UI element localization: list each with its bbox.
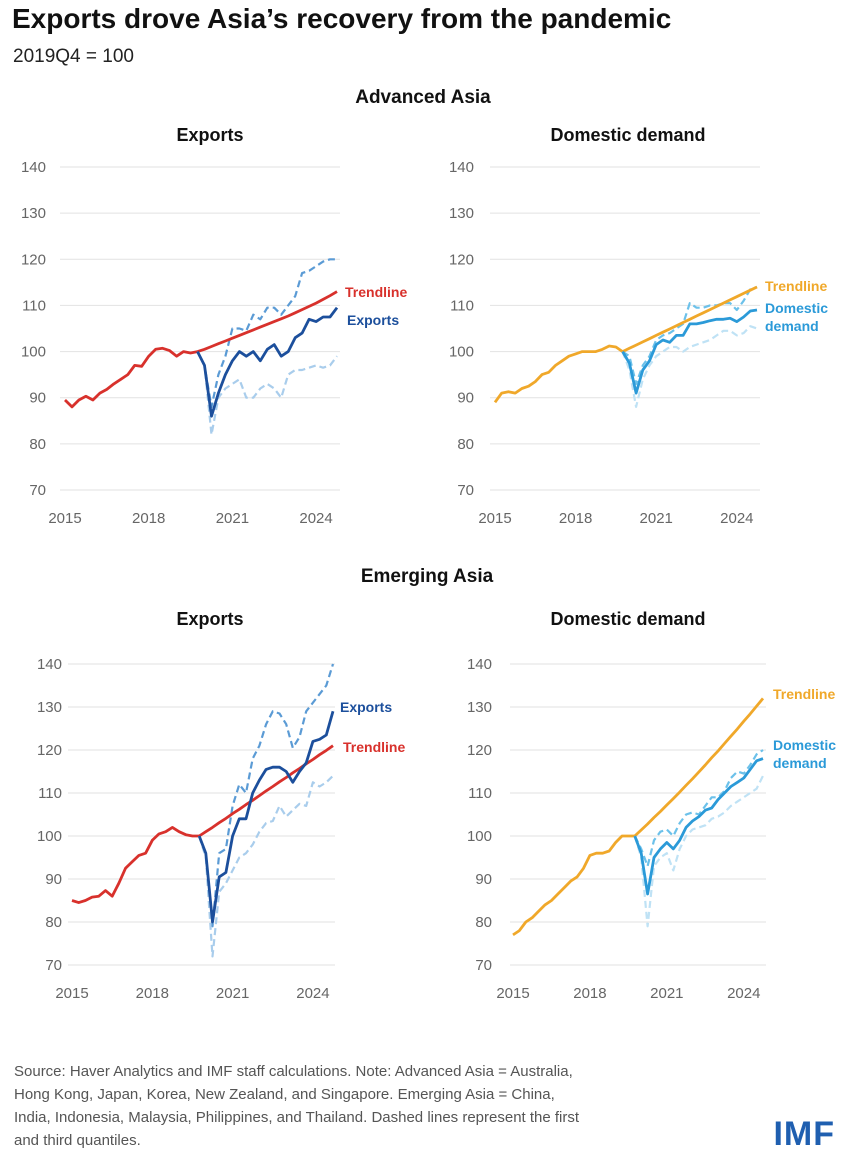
series-line-history — [64, 346, 198, 409]
chart-title: Exports drove Asia’s recovery from the p… — [12, 3, 671, 34]
x-tick-label: 2024 — [727, 985, 760, 1002]
chart-subtitle: 2019Q4 = 100 — [13, 46, 134, 67]
footer-line: and third quantiles. — [14, 1132, 141, 1149]
x-tick-label: 2018 — [573, 985, 606, 1002]
y-tick-label: 70 — [457, 482, 474, 499]
chart-panel: Domestic demand 70 80 90 100 110 120 130 140 2015… — [467, 609, 836, 1002]
x-tick-label: 2024 — [299, 510, 332, 527]
y-tick-label: 80 — [45, 914, 62, 931]
series-line-exports — [196, 306, 339, 418]
y-tick-label: 90 — [29, 390, 46, 407]
footer-line: Hong Kong, Japan, Korea, New Zealand, an… — [14, 1086, 555, 1103]
x-tick-label: 2024 — [720, 510, 753, 527]
series-line-third-quantile — [633, 749, 764, 868]
series-label-line: demand — [773, 755, 827, 771]
y-tick-label: 100 — [449, 344, 474, 361]
y-tick-label: 140 — [467, 656, 492, 673]
y-tick-label: 110 — [450, 297, 474, 314]
chart-panel: Domestic demand 70 80 90 100 110 120 130 140 2015… — [449, 125, 828, 527]
series-line-trendline — [621, 285, 758, 353]
chart-panel: Exports 70 80 90 100 110 120 130 140 2015 2018 2021… — [21, 125, 407, 527]
y-tick-label: 100 — [467, 828, 492, 845]
series-line-exports — [197, 710, 335, 924]
x-tick-label: 2015 — [478, 510, 511, 527]
y-tick-label: 130 — [449, 205, 474, 222]
series-line-third-quantile — [196, 258, 337, 408]
series-line-third-quantile — [198, 663, 335, 928]
y-tick-label: 100 — [37, 828, 62, 845]
series-line-trendline — [198, 744, 334, 838]
series-label: Trendline — [345, 284, 407, 300]
y-tick-label: 110 — [38, 785, 62, 802]
y-tick-label: 90 — [457, 390, 474, 407]
series-line-history — [493, 344, 624, 404]
y-tick-label: 100 — [21, 344, 46, 361]
y-tick-label: 70 — [29, 482, 46, 499]
x-tick-label: 2018 — [136, 985, 169, 1002]
series-label-line: Domestic — [765, 300, 828, 316]
y-tick-label: 120 — [37, 742, 62, 759]
imf-logo: IMF — [773, 1115, 835, 1153]
series-label-line: Domestic — [773, 737, 836, 753]
y-tick-label: 130 — [21, 205, 46, 222]
y-tick-label: 140 — [37, 656, 62, 673]
y-tick-label: 110 — [22, 297, 46, 314]
series-line-first-quantile — [198, 775, 334, 958]
x-tick-label: 2015 — [55, 985, 88, 1002]
footer-line: Source: Haver Analytics and IMF staff ca… — [14, 1063, 573, 1080]
series-line-trendline — [197, 290, 338, 353]
series-line-third-quantile — [621, 285, 758, 385]
series-line-first-quantile — [621, 325, 758, 408]
panel-title: Domestic demand — [550, 125, 705, 145]
y-tick-label: 140 — [449, 159, 474, 176]
x-tick-label: 2021 — [640, 510, 673, 527]
x-tick-label: 2018 — [132, 510, 165, 527]
y-tick-label: 130 — [37, 699, 62, 716]
x-tick-label: 2021 — [216, 985, 249, 1002]
panel-title: Exports — [176, 609, 243, 629]
y-tick-label: 120 — [467, 742, 492, 759]
series-label: Exports — [347, 312, 399, 328]
series-line-domestic-demand — [633, 757, 764, 896]
y-tick-label: 120 — [449, 251, 474, 268]
series-line-trendline — [633, 697, 765, 838]
footer-line: India, Indonesia, Malaysia, Philippines,… — [14, 1109, 580, 1126]
x-tick-label: 2015 — [48, 510, 81, 527]
series-line-first-quantile — [633, 775, 764, 928]
x-tick-label: 2018 — [559, 510, 592, 527]
y-tick-label: 130 — [467, 699, 492, 716]
series-line-history — [71, 826, 200, 904]
series-line-history — [512, 834, 635, 937]
panel-title: Domestic demand — [550, 609, 705, 629]
series-label: Domestic demand — [773, 737, 836, 771]
series-line-first-quantile — [196, 351, 338, 436]
chart-panel: Exports 70 80 90 100 110 120 130 140 2015 2018 2021… — [37, 609, 405, 1002]
series-label-line: demand — [765, 318, 819, 334]
x-tick-label: 2021 — [650, 985, 683, 1002]
y-tick-label: 80 — [29, 436, 46, 453]
y-tick-label: 80 — [475, 914, 492, 931]
series-label: Exports — [340, 699, 392, 715]
y-tick-label: 90 — [45, 871, 62, 888]
y-tick-label: 120 — [21, 251, 46, 268]
y-tick-label: 140 — [21, 159, 46, 176]
series-line-domestic-demand — [621, 308, 758, 395]
y-tick-label: 80 — [457, 436, 474, 453]
x-tick-label: 2015 — [496, 985, 529, 1002]
y-tick-label: 70 — [475, 957, 492, 974]
y-tick-label: 90 — [475, 871, 492, 888]
series-label: Trendline — [343, 739, 405, 755]
x-tick-label: 2021 — [216, 510, 249, 527]
series-label: Domestic demand — [765, 300, 828, 334]
series-label: Trendline — [765, 278, 827, 294]
series-label: Trendline — [773, 686, 835, 702]
footer-note: Source: Haver Analytics and IMF staff ca… — [14, 1063, 580, 1149]
group-title-emerging: Emerging Asia — [361, 566, 494, 587]
y-tick-label: 70 — [45, 957, 62, 974]
group-title-advanced: Advanced Asia — [355, 87, 491, 108]
x-tick-label: 2024 — [296, 985, 329, 1002]
panel-title: Exports — [176, 125, 243, 145]
y-tick-label: 110 — [468, 785, 492, 802]
